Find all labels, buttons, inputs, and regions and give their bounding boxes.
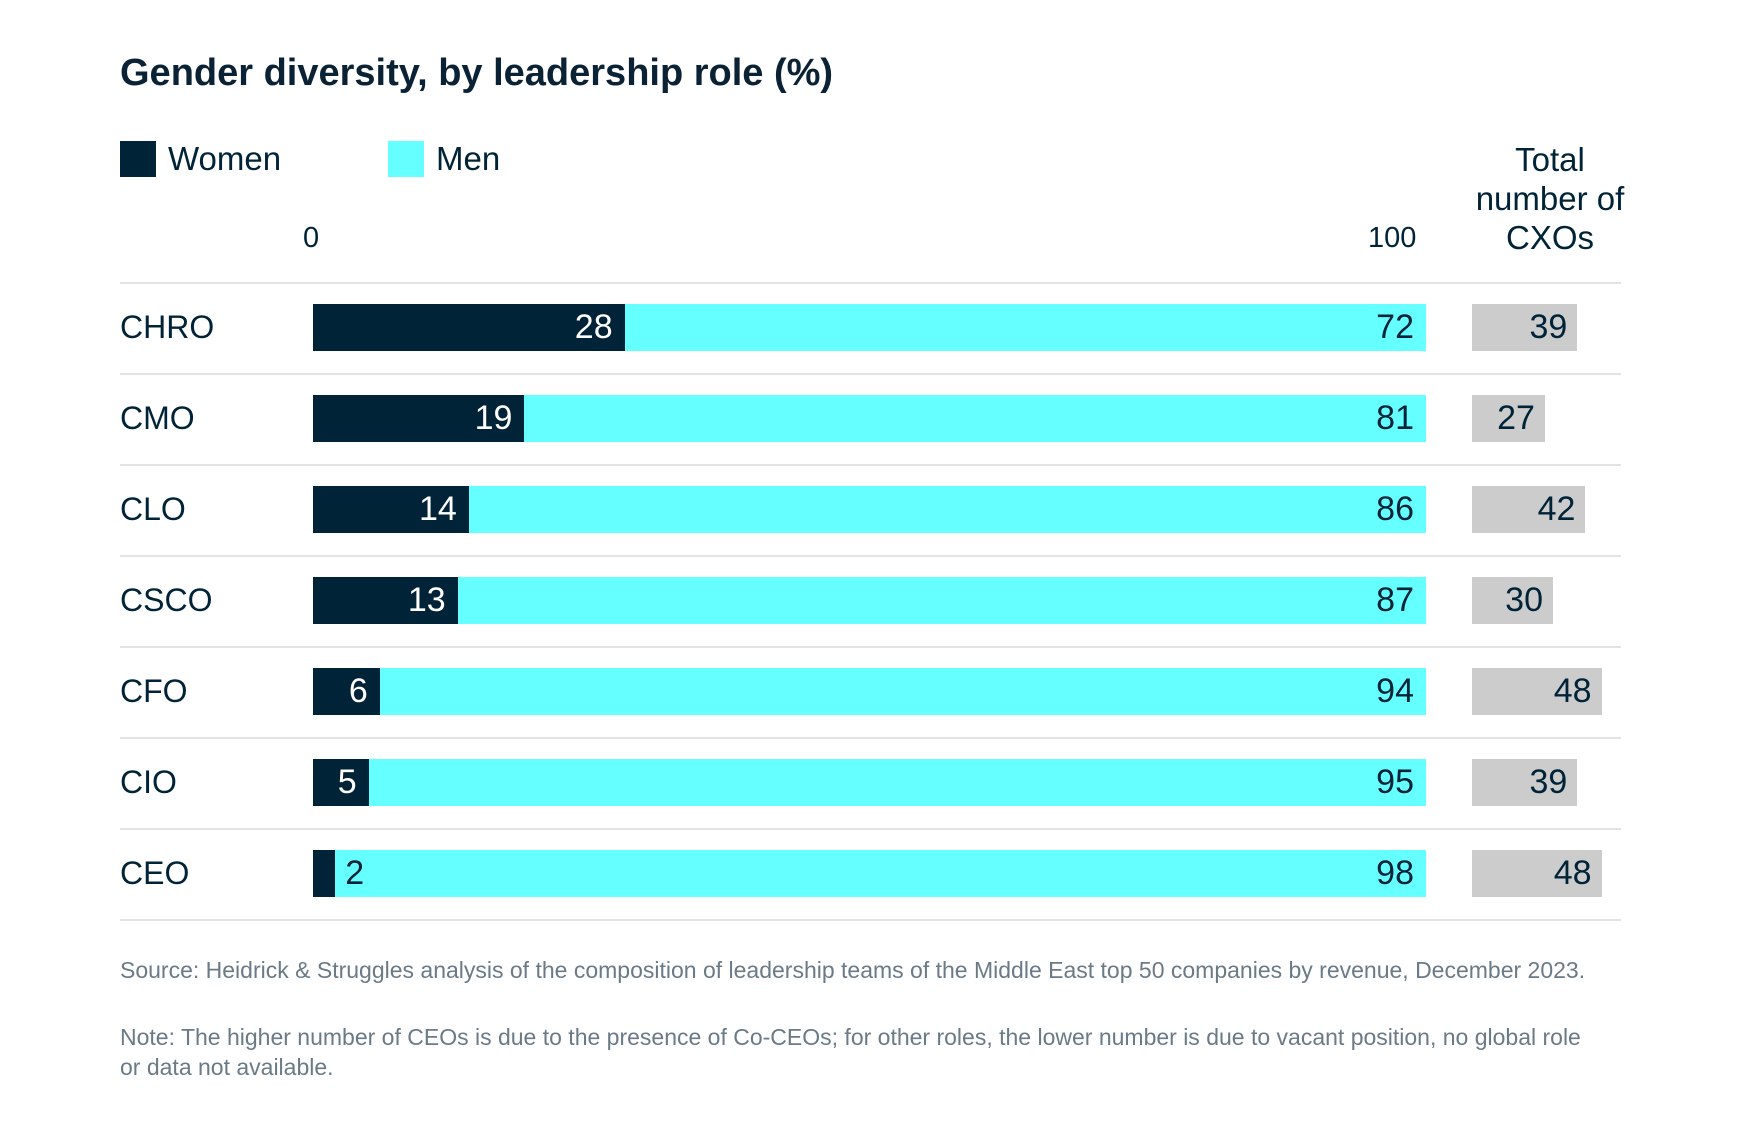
- tick-label-100: 100: [1368, 222, 1417, 254]
- value-label-women: 28: [574, 308, 613, 346]
- category-label: CMO: [120, 399, 195, 436]
- category-label: CHRO: [120, 308, 215, 345]
- value-label-men: 81: [1376, 399, 1414, 437]
- tick-label-0: 0: [303, 222, 320, 254]
- value-label-women: 2: [345, 854, 365, 892]
- total-box: 30: [1472, 577, 1553, 624]
- value-label-men: 86: [1376, 490, 1414, 528]
- value-label-men: 95: [1376, 763, 1414, 801]
- value-label-men: 94: [1376, 672, 1414, 710]
- value-label-men: 72: [1376, 308, 1414, 346]
- row-divider: [120, 282, 1621, 284]
- bar-men: [524, 395, 1426, 442]
- note: Note: The higher number of CEOs is due t…: [120, 1024, 1581, 1080]
- value-label-women: 13: [407, 581, 446, 619]
- category-label: CIO: [120, 763, 177, 800]
- chart-title: Gender diversity, by leadership role (%): [120, 52, 834, 94]
- total-box: 27: [1472, 395, 1545, 442]
- value-label-women: 5: [337, 763, 357, 801]
- row-divider: [120, 373, 1621, 375]
- bar-men: [624, 304, 1426, 351]
- legend-swatch-women: [120, 141, 156, 177]
- bar-men: [335, 850, 1426, 897]
- category-label: CSCO: [120, 581, 213, 618]
- source-note: Source: Heidrick & Struggles analysis of…: [120, 957, 1586, 983]
- totals-header: Total number of CXOs: [1475, 141, 1625, 256]
- bar-women: [313, 577, 458, 624]
- value-label-men: 87: [1376, 581, 1414, 619]
- total-box: 48: [1472, 850, 1602, 897]
- bar-men: [468, 486, 1426, 533]
- row-divider: [120, 919, 1621, 921]
- bar-women: [313, 850, 336, 897]
- legend-women: Women: [120, 140, 281, 178]
- row-divider: [120, 737, 1621, 739]
- legend-swatch-men: [388, 141, 424, 177]
- value-label-women: 19: [474, 399, 513, 437]
- row-divider: [120, 646, 1621, 648]
- category-label: CEO: [120, 854, 190, 891]
- value-label-women: 14: [418, 490, 457, 528]
- total-box: 39: [1472, 759, 1578, 806]
- category-label: CFO: [120, 672, 188, 709]
- legend-label-men: Men: [436, 140, 501, 177]
- bar-women: [313, 486, 469, 533]
- row-divider: [120, 464, 1621, 466]
- legend-label-women: Women: [168, 140, 282, 177]
- total-box: 48: [1472, 668, 1602, 715]
- row-divider: [120, 555, 1621, 557]
- row-divider: [120, 828, 1621, 830]
- bar-men: [379, 668, 1426, 715]
- bar-women: [313, 759, 369, 806]
- value-label-women: 6: [348, 672, 368, 710]
- bar-women: [313, 304, 625, 351]
- bar-men: [368, 759, 1426, 806]
- bar-women: [313, 668, 380, 715]
- total-box: 42: [1472, 486, 1586, 533]
- category-label: CLO: [120, 490, 186, 527]
- value-label-men: 98: [1376, 854, 1414, 892]
- total-box: 39: [1472, 304, 1578, 351]
- legend-men: Men: [388, 140, 500, 178]
- bar-men: [457, 577, 1426, 624]
- bar-women: [313, 395, 525, 442]
